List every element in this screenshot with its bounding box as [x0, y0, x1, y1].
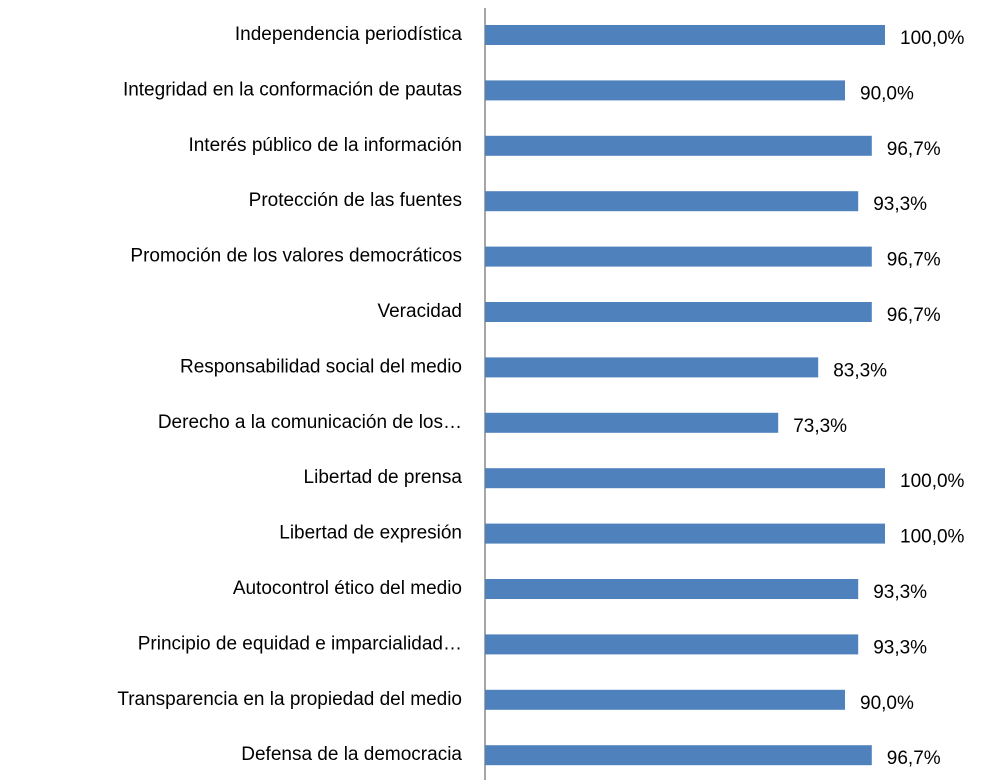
value-label: 100,0%: [900, 527, 965, 548]
bar: [485, 634, 859, 655]
bar: [485, 357, 819, 378]
bar: [485, 80, 845, 101]
value-label: 96,7%: [887, 250, 941, 271]
category-label: Responsabilidad social del medio: [180, 356, 462, 377]
category-label: Independencia periodística: [235, 24, 463, 45]
bar: [485, 135, 872, 156]
bar: [485, 25, 885, 45]
category-label: Defensa de la democracia: [241, 744, 462, 765]
bar: [485, 191, 859, 212]
bar: [485, 523, 885, 544]
bar: [485, 579, 859, 599]
bar: [485, 689, 845, 710]
bar: [485, 302, 872, 322]
category-label: Libertad de prensa: [304, 467, 463, 488]
category-label: Interés público de la información: [188, 135, 462, 156]
category-label: Transparencia en la propiedad del medio: [117, 689, 462, 710]
value-label: 93,3%: [873, 637, 927, 658]
category-label: Derecho a la comunicación de los…: [158, 412, 462, 433]
category-label: Autocontrol ético del medio: [233, 578, 462, 599]
value-label: 100,0%: [900, 471, 965, 492]
value-label: 100,0%: [900, 28, 965, 49]
value-label: 73,3%: [793, 416, 847, 437]
category-label: Promoción de los valores democráticos: [130, 246, 462, 267]
value-label: 83,3%: [833, 360, 887, 381]
value-label: 90,0%: [860, 693, 914, 714]
value-label: 93,3%: [873, 582, 927, 603]
value-label: 96,7%: [887, 305, 941, 326]
bar: [485, 412, 779, 433]
value-label: 90,0%: [860, 83, 914, 104]
bar: [485, 745, 872, 766]
value-label: 96,7%: [887, 748, 941, 769]
value-label: 93,3%: [873, 194, 927, 215]
category-label: Principio de equidad e imparcialidad…: [138, 633, 462, 654]
bar: [485, 246, 872, 267]
bar: [485, 468, 885, 489]
value-label: 96,7%: [887, 139, 941, 160]
category-label: Integridad en la conformación de pautas: [123, 79, 462, 100]
category-label: Protección de las fuentes: [249, 190, 462, 211]
category-label: Libertad de expresión: [279, 523, 462, 544]
category-label: Veracidad: [377, 301, 462, 322]
